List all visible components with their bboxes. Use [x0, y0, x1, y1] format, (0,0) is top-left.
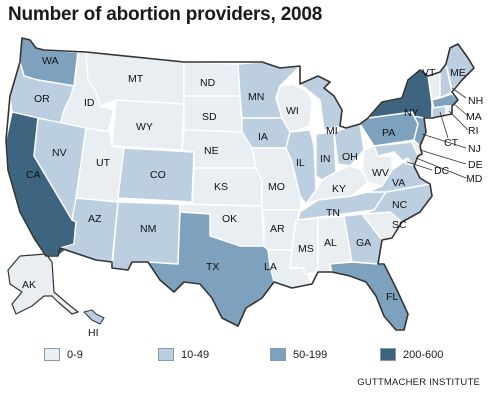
label-WV: WV	[372, 167, 389, 179]
label-LA: LA	[264, 261, 277, 273]
map-title: Number of abortion providers, 2008	[8, 4, 323, 25]
label-DC: DC	[434, 165, 450, 177]
label-IN: IN	[320, 153, 331, 165]
label-MI: MI	[326, 125, 338, 137]
state-NM[interactable]	[111, 201, 181, 271]
leader-lines	[406, 87, 469, 179]
hawaii-outline	[83, 309, 105, 325]
legend-item: 50-199	[270, 348, 327, 361]
label-OH: OH	[342, 151, 358, 163]
state-DC[interactable]	[403, 157, 411, 165]
label-GA: GA	[356, 237, 371, 249]
label-NM: NM	[140, 223, 156, 235]
label-NC: NC	[392, 199, 408, 211]
source-credit: GUTTMACHER INSTITUTE	[357, 377, 480, 388]
label-MA: MA	[466, 111, 482, 123]
label-ME: ME	[450, 67, 466, 79]
label-OR: OR	[34, 93, 50, 105]
legend-label: 10-49	[181, 348, 210, 361]
label-TN: TN	[326, 207, 340, 219]
label-NY: NY	[404, 107, 419, 119]
label-CA: CA	[26, 169, 41, 181]
label-NV: NV	[52, 147, 67, 159]
label-CT: CT	[444, 137, 459, 149]
label-OK: OK	[222, 213, 237, 225]
label-SD: SD	[202, 111, 217, 123]
label-WA: WA	[42, 55, 59, 67]
label-TX: TX	[206, 261, 219, 273]
legend-item: 200-600	[380, 348, 443, 361]
legend-label: 0-9	[67, 348, 83, 361]
state-WI[interactable]	[275, 83, 313, 133]
legend-swatch	[380, 348, 396, 361]
label-DE: DE	[468, 159, 483, 171]
label-MO: MO	[268, 181, 285, 193]
label-UT: UT	[96, 157, 111, 169]
alaska-outline	[7, 253, 79, 315]
label-ID: ID	[84, 97, 95, 109]
label-FL: FL	[386, 291, 398, 303]
label-NH: NH	[468, 95, 483, 107]
legend-swatch	[158, 348, 174, 361]
label-IL: IL	[296, 157, 305, 169]
legend-item: 0-9	[44, 348, 83, 361]
label-WY: WY	[136, 121, 153, 133]
state-AK[interactable]	[7, 253, 79, 315]
legend-swatch	[44, 348, 60, 361]
label-MS: MS	[298, 243, 314, 255]
label-WI: WI	[286, 105, 299, 117]
legend-label: 200-600	[403, 348, 444, 361]
label-IA: IA	[258, 131, 268, 143]
label-AR: AR	[270, 223, 285, 235]
label-KS: KS	[214, 181, 228, 193]
legend: 0-9 10-49 50-199 200-600	[30, 348, 470, 366]
label-PA: PA	[382, 127, 395, 139]
label-AL: AL	[324, 237, 337, 249]
label-CO: CO	[150, 169, 166, 181]
label-ND: ND	[200, 77, 216, 89]
label-AZ: AZ	[88, 213, 102, 225]
label-VT: VT	[422, 67, 436, 79]
label-HI: HI	[88, 327, 99, 339]
label-KY: KY	[332, 183, 346, 195]
label-VA: VA	[392, 177, 405, 189]
label-NJ: NJ	[468, 143, 481, 155]
label-SC: SC	[392, 219, 407, 231]
label-AK: AK	[22, 279, 36, 291]
legend-swatch	[270, 348, 286, 361]
label-MT: MT	[128, 73, 144, 85]
legend-label: 50-199	[293, 348, 328, 361]
label-MD: MD	[466, 173, 483, 185]
legend-item: 10-49	[158, 348, 209, 361]
label-NE: NE	[204, 145, 219, 157]
label-MN: MN	[248, 91, 264, 103]
label-RI: RI	[468, 125, 479, 137]
country-outline	[5, 37, 475, 331]
state-WV[interactable]	[361, 145, 393, 187]
